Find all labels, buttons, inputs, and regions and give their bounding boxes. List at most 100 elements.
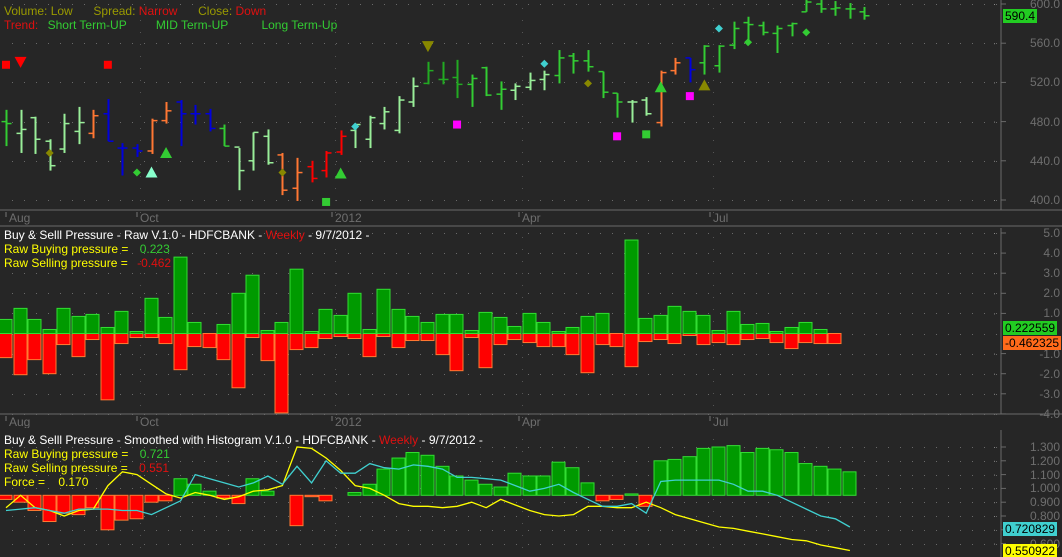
raw-pressure-panel[interactable]: Buy & Selll Pressure - Raw V.1.0 - HDFCB… <box>0 228 1062 428</box>
y-tick-label: 440.0 <box>1029 153 1060 168</box>
volume-value: Low <box>50 4 73 18</box>
raw-sell-badge: -0.462325 <box>1003 336 1062 350</box>
y-tick-label: 0.800 <box>1029 509 1060 523</box>
x-tick-label: Jul <box>713 415 729 428</box>
y-tick-label: 4.0 <box>1043 246 1060 261</box>
y-tick-label: 1.100 <box>1029 467 1060 482</box>
trend-label: Trend: <box>4 18 39 32</box>
tri-down-marker-icon <box>421 41 434 53</box>
tri-up-marker-icon <box>654 81 667 93</box>
square-marker-icon <box>103 60 112 69</box>
smoothed-title-tail: - 9/7/2012 - <box>418 433 483 447</box>
y-tick-label: 1.300 <box>1029 440 1060 454</box>
y-tick-label: -1.0 <box>1039 346 1060 361</box>
smoothed-buy-badge: 0.720829 <box>1003 522 1058 536</box>
smoothed-pressure-chart[interactable] <box>0 430 1062 557</box>
smoothed-sell-value: 0.551 <box>139 461 170 475</box>
diamond-marker-icon <box>714 24 723 33</box>
smoothed-buy-line: Raw Buying pressure = 0.721 <box>4 448 170 461</box>
raw-pressure-chart[interactable] <box>0 228 1062 428</box>
spread-label: Spread: <box>93 4 136 18</box>
smoothed-buy-value: 0.721 <box>139 447 170 461</box>
raw-title-interval: Weekly <box>265 228 305 242</box>
raw-title-text: Buy & Selll Pressure - Raw V.1.0 - HDFCB… <box>4 228 266 242</box>
diamond-marker-icon <box>584 79 592 88</box>
buying-pressure-line <box>5 459 851 528</box>
close-value: Down <box>235 4 267 18</box>
smoothed-sell-label: Raw Selling pressure = <box>4 461 128 475</box>
force-label: Force = <box>4 475 46 489</box>
square-marker-icon <box>2 60 10 69</box>
y-tick-label: 520.0 <box>1029 75 1060 90</box>
raw-title: Buy & Selll Pressure - Raw V.1.0 - HDFCB… <box>4 229 369 242</box>
raw-title-tail: - 9/7/2012 - <box>304 228 370 242</box>
selling-pressure-line <box>5 446 851 552</box>
x-tick-label: Aug <box>9 415 31 428</box>
x-tick-label: 2012 <box>335 211 362 225</box>
trend-short: Short Term-UP <box>47 18 127 32</box>
smoothed-buy-label: Raw Buying pressure = <box>4 447 129 461</box>
raw-buy-badge: 0.222559 <box>1003 321 1058 335</box>
price-panel[interactable]: Volume: Low Spread: Narrow Close: Down T… <box>0 0 1062 228</box>
y-tick-label: 400.0 <box>1029 193 1060 207</box>
tri-up-marker-icon <box>698 79 711 91</box>
smoothed-sell-badge: 0.550922 <box>1003 544 1058 557</box>
raw-buy-label: Raw Buying pressure = <box>4 242 129 256</box>
y-tick-label: 480.0 <box>1029 114 1060 129</box>
price-chart[interactable] <box>0 0 1062 228</box>
diamond-marker-icon <box>802 28 811 37</box>
trend-long: Long Term-Up <box>261 18 338 32</box>
x-tick-label: 2012 <box>335 415 362 428</box>
force-value: 0.170 <box>58 475 89 489</box>
x-tick-label: Oct <box>140 415 159 428</box>
y-tick-label: 600.0 <box>1029 0 1060 11</box>
diamond-marker-icon <box>744 38 753 47</box>
raw-buy-line: Raw Buying pressure = 0.223 <box>4 243 170 256</box>
y-tick-label: 560.0 <box>1029 36 1060 51</box>
raw-sell-label: Raw Selling pressure = <box>4 256 128 270</box>
volume-label: Volume: <box>4 4 48 18</box>
diamond-marker-icon <box>45 148 54 157</box>
diamond-marker-icon <box>278 168 287 177</box>
raw-sell-line: Raw Selling pressure = -0.462 <box>4 257 171 270</box>
x-tick-label: Apr <box>522 415 541 428</box>
square-marker-icon <box>322 197 331 206</box>
tri-up-marker-icon <box>145 166 158 178</box>
y-tick-label: 2.0 <box>1043 286 1060 301</box>
raw-sell-value: -0.462 <box>137 256 172 270</box>
x-tick-label: Jul <box>713 211 729 225</box>
y-tick-label: 0.900 <box>1029 495 1060 510</box>
smoothed-pressure-panel[interactable]: Buy & Selll Pressure - Smoothed with His… <box>0 430 1062 557</box>
x-tick-label: Oct <box>140 211 159 225</box>
square-marker-icon <box>685 92 694 101</box>
y-tick-label: 1.200 <box>1029 453 1060 468</box>
y-tick-label: -2.0 <box>1039 366 1060 381</box>
tri-up-marker-icon <box>334 167 347 179</box>
status-line-1: Volume: Low Spread: Narrow Close: Down <box>4 5 266 18</box>
status-line-2: Trend: Short Term-UP MID Term-UP Long Te… <box>4 19 337 32</box>
diamond-marker-icon <box>132 168 141 177</box>
trend-mid: MID Term-UP <box>155 18 229 32</box>
tri-up-marker-icon <box>160 146 173 158</box>
smoothed-title-interval: Weekly <box>379 433 419 447</box>
square-marker-icon <box>613 132 622 141</box>
smoothed-sell-line: Raw Selling pressure = 0.551 <box>4 462 169 475</box>
diamond-marker-icon <box>540 59 549 68</box>
square-marker-icon <box>642 130 651 139</box>
smoothed-title: Buy & Selll Pressure - Smoothed with His… <box>4 434 483 447</box>
y-tick-label: 5.0 <box>1043 228 1060 240</box>
tri-down-marker-icon <box>14 56 27 68</box>
force-line: Force = 0.170 <box>4 476 88 489</box>
diamond-marker-icon <box>351 122 360 131</box>
y-tick-label: -3.0 <box>1039 386 1060 401</box>
smoothed-title-text: Buy & Selll Pressure - Smoothed with His… <box>4 433 380 447</box>
spread-value: Narrow <box>138 4 178 18</box>
close-label: Close: <box>198 4 233 18</box>
last-price-badge: 590.4 <box>1003 9 1038 23</box>
raw-buy-value: 0.223 <box>139 242 170 256</box>
square-marker-icon <box>453 120 462 129</box>
y-tick-label: 3.0 <box>1043 266 1060 281</box>
y-tick-label: -4.0 <box>1039 406 1060 421</box>
y-tick-label: 1.000 <box>1029 481 1060 496</box>
x-tick-label: Aug <box>9 211 31 225</box>
